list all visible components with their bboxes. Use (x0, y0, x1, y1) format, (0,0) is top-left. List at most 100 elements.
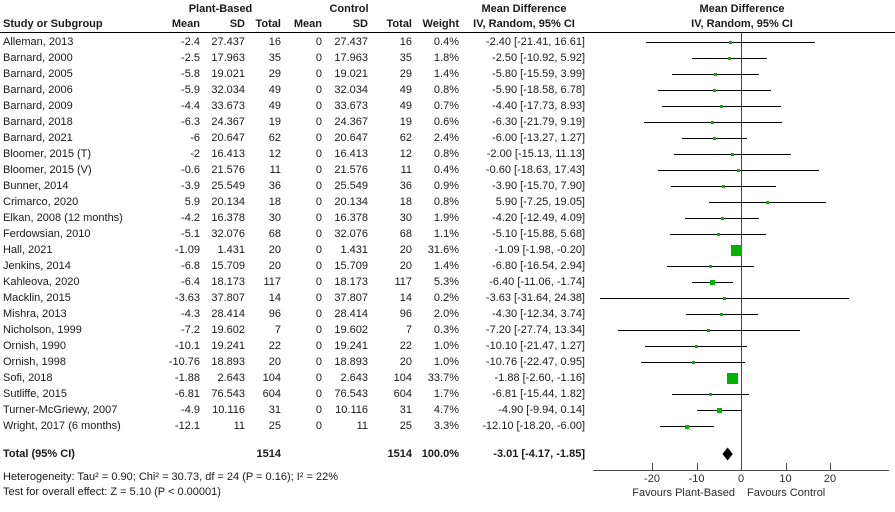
total-md-ci: -3.01 [-4.17, -1.85] (493, 448, 585, 460)
study-md-text: -3.90 [-15.70, 7.90] (492, 180, 585, 192)
study-weight: 1.0% (433, 356, 459, 368)
study-md-text: -6.40 [-11.06, -1.74] (489, 276, 585, 288)
study-md-text: -6.00 [-13.27, 1.27] (492, 132, 585, 144)
study-mean1: -5.8 (181, 68, 200, 80)
study-sd1: 11 (233, 420, 245, 432)
study-mean2: 0 (315, 260, 322, 272)
axis-tick-label: -10 (688, 473, 705, 485)
favours-right-label: Favours Control (747, 487, 826, 499)
study-sd2: 37.807 (334, 292, 368, 304)
study-n2: 29 (399, 68, 412, 80)
study-n1: 30 (268, 212, 281, 224)
study-mean1: -4.4 (181, 100, 200, 112)
study-weight: 1.1% (433, 228, 459, 240)
study-n1: 14 (268, 292, 281, 304)
study-n1: 19 (268, 116, 281, 128)
study-weight: 33.7% (427, 372, 459, 384)
study-name: Macklin, 2015 (3, 292, 71, 304)
study-md-text: -3.63 [-31.64, 24.38] (485, 292, 585, 304)
study-n1: 29 (268, 68, 281, 80)
study-n2: 11 (400, 164, 412, 176)
study-n2: 31 (399, 404, 412, 416)
study-n2: 36 (399, 180, 412, 192)
study-sd2: 28.414 (334, 308, 368, 320)
study-sd1: 76.543 (211, 388, 245, 400)
study-md-text: -2.40 [-21.41, 16.61] (485, 36, 585, 48)
effect-square (730, 245, 742, 256)
study-md-text: -6.80 [-16.54, 2.94] (492, 260, 585, 272)
study-name: Kahleova, 2020 (3, 276, 80, 288)
effect-square (709, 393, 713, 396)
study-sd2: 33.673 (334, 100, 368, 112)
study-n2: 96 (399, 308, 412, 320)
study-sd2: 21.576 (334, 164, 368, 176)
study-sd1: 19.602 (211, 324, 245, 336)
effect-square (712, 137, 716, 140)
study-mean1: -6.4 (181, 276, 200, 288)
total-row-label: Total (95% CI) (3, 448, 75, 460)
study-mean2: 0 (315, 100, 322, 112)
study-n2: 14 (399, 292, 412, 304)
effect-square (728, 57, 732, 60)
axis-tick-label: -20 (644, 473, 660, 485)
effect-square (728, 41, 732, 44)
study-mean1: -6.81 (174, 388, 200, 400)
study-weight: 1.7% (433, 388, 459, 400)
study-weight: 0.7% (433, 100, 459, 112)
study-mean2: 0 (315, 372, 322, 384)
heterogeneity-stats: Heterogeneity: Tau² = 0.90; Chi² = 30.73… (3, 471, 338, 483)
study-mean1: -2 (190, 148, 200, 160)
study-n1: 62 (268, 132, 281, 144)
study-name: Crimarco, 2020 (3, 196, 79, 208)
study-n1: 31 (268, 404, 281, 416)
study-n2: 49 (399, 84, 412, 96)
study-sd1: 10.116 (212, 404, 245, 416)
study-weight: 1.0% (433, 340, 459, 352)
plant-mean-header: Mean (171, 18, 200, 30)
study-name: Barnard, 2005 (3, 68, 73, 80)
study-mean2: 0 (315, 164, 322, 176)
md-plot-subheader: IV, Random, 95% CI (691, 18, 793, 30)
effect-square (719, 105, 723, 108)
study-n1: 22 (268, 340, 281, 352)
study-n2: 25 (399, 420, 412, 432)
study-mean2: 0 (315, 292, 322, 304)
study-weight: 4.7% (433, 404, 459, 416)
study-mean2: 0 (315, 196, 322, 208)
study-mean2: 0 (315, 276, 322, 288)
effect-square (691, 361, 695, 364)
total-plant-n: 1514 (256, 448, 281, 460)
study-weight: 0.4% (433, 36, 459, 48)
study-mean1: -12.1 (174, 420, 200, 432)
study-mean2: 0 (315, 356, 322, 368)
study-n1: 20 (268, 244, 281, 256)
study-name: Nicholson, 1999 (3, 324, 82, 336)
effect-square (716, 408, 722, 413)
study-mean1: 5.9 (184, 196, 200, 208)
study-n2: 68 (399, 228, 412, 240)
study-sd1: 17.963 (211, 52, 245, 64)
study-mean1: -1.88 (174, 372, 200, 384)
study-sd1: 21.576 (211, 164, 245, 176)
study-mean1: -6 (190, 132, 200, 144)
effect-square (713, 73, 717, 76)
study-mean2: 0 (315, 324, 322, 336)
axis-tick (785, 463, 787, 471)
study-n2: 62 (399, 132, 412, 144)
study-mean1: -2.5 (181, 52, 200, 64)
study-sd1: 33.673 (211, 100, 245, 112)
study-n1: 20 (268, 356, 281, 368)
study-sd1: 2.643 (217, 372, 245, 384)
study-sd2: 32.034 (334, 84, 368, 96)
study-n1: 18 (268, 196, 281, 208)
axis-tick-label: 10 (779, 473, 792, 485)
study-name: Hall, 2021 (3, 244, 53, 256)
study-sd1: 20.134 (211, 196, 245, 208)
study-column-header: Study or Subgroup (3, 18, 103, 30)
study-name: Barnard, 2018 (3, 116, 73, 128)
study-mean1: -3.9 (181, 180, 200, 192)
effect-square (720, 217, 724, 220)
study-sd2: 20.647 (334, 132, 368, 144)
